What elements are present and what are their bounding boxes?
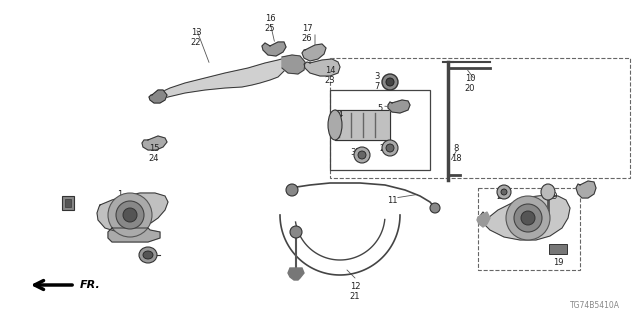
Text: 1
6: 1 6 (117, 190, 123, 209)
Text: 17
26: 17 26 (301, 24, 312, 43)
Text: 28: 28 (380, 144, 390, 153)
Ellipse shape (328, 110, 342, 140)
Text: 14
23: 14 23 (324, 66, 335, 85)
Polygon shape (576, 181, 596, 198)
Text: TG74B5410A: TG74B5410A (570, 301, 620, 310)
Ellipse shape (514, 204, 542, 232)
Ellipse shape (521, 211, 535, 225)
Ellipse shape (139, 247, 157, 263)
Ellipse shape (108, 193, 152, 237)
Ellipse shape (501, 189, 507, 195)
Text: 4: 4 (337, 110, 342, 119)
Text: 32: 32 (351, 148, 362, 157)
Text: FR.: FR. (80, 280, 100, 290)
Bar (62, 196, 74, 210)
Ellipse shape (497, 185, 511, 199)
Polygon shape (477, 212, 490, 227)
Ellipse shape (386, 144, 394, 152)
Text: 31: 31 (63, 198, 74, 207)
Bar (330, 58, 630, 178)
Ellipse shape (358, 151, 366, 159)
Polygon shape (142, 136, 167, 150)
Polygon shape (97, 193, 168, 232)
Text: 10
20: 10 20 (465, 74, 476, 93)
Ellipse shape (143, 251, 153, 259)
Polygon shape (108, 228, 160, 242)
Text: 8
18: 8 18 (451, 144, 461, 163)
Ellipse shape (286, 184, 298, 196)
Ellipse shape (541, 184, 555, 200)
Polygon shape (304, 59, 340, 76)
Polygon shape (335, 110, 390, 140)
Text: 5: 5 (378, 104, 383, 113)
Text: 11: 11 (387, 196, 397, 205)
Polygon shape (288, 268, 304, 280)
Ellipse shape (116, 201, 144, 229)
Ellipse shape (506, 196, 550, 240)
Polygon shape (480, 195, 570, 240)
Bar (478, 188, 580, 270)
Bar (549, 244, 567, 254)
Polygon shape (149, 90, 167, 103)
Text: 12
21: 12 21 (349, 282, 360, 301)
Text: 9
19: 9 19 (553, 248, 563, 267)
Ellipse shape (354, 147, 370, 163)
Text: 29: 29 (548, 192, 558, 201)
Ellipse shape (386, 78, 394, 86)
Polygon shape (262, 42, 286, 56)
Text: 30: 30 (143, 254, 154, 263)
Ellipse shape (382, 140, 398, 156)
Polygon shape (388, 100, 410, 113)
Text: 13
22: 13 22 (191, 28, 202, 47)
Polygon shape (152, 58, 290, 100)
Text: 16
25: 16 25 (265, 14, 275, 33)
Text: 15
24: 15 24 (148, 144, 159, 163)
Polygon shape (302, 44, 326, 61)
Polygon shape (282, 55, 305, 74)
Ellipse shape (123, 208, 137, 222)
Text: 27: 27 (497, 192, 508, 201)
Bar (65, 199, 71, 207)
Ellipse shape (430, 203, 440, 213)
Ellipse shape (290, 226, 302, 238)
Text: 2: 2 (588, 186, 593, 195)
Bar (330, 90, 430, 170)
Text: 3
7: 3 7 (374, 72, 380, 91)
Ellipse shape (382, 74, 398, 90)
